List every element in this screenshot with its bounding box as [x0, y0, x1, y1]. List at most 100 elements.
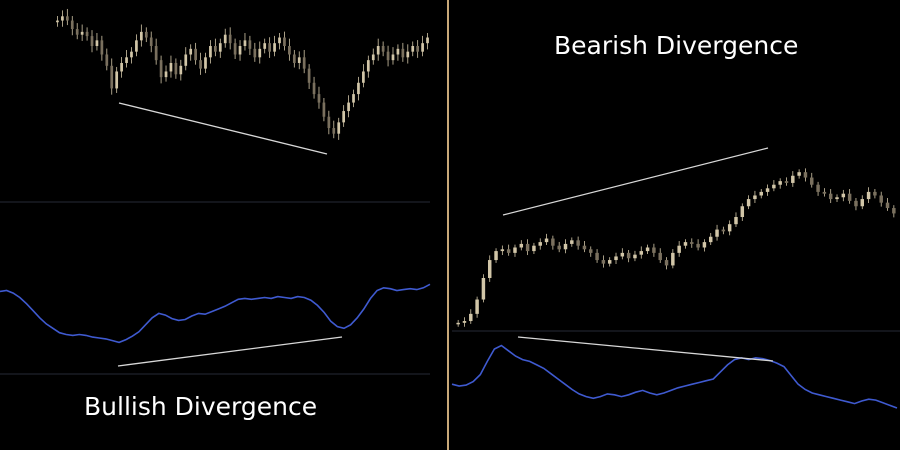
- candle-body: [283, 37, 286, 47]
- candle-body: [263, 43, 267, 49]
- candle-body: [149, 37, 153, 47]
- candle-body: [892, 208, 896, 214]
- candle-body: [352, 94, 355, 103]
- candle-body: [347, 102, 350, 112]
- candle-body: [184, 54, 188, 66]
- candle-body: [233, 43, 237, 55]
- candle-body: [75, 29, 79, 35]
- candle-body: [228, 34, 232, 44]
- candle-body: [525, 243, 530, 252]
- candle-body: [139, 31, 143, 41]
- candle-body: [135, 40, 138, 52]
- candle-body: [90, 36, 94, 47]
- candle-body: [337, 122, 341, 134]
- candle-body: [576, 240, 580, 246]
- candle-body: [620, 252, 625, 257]
- candle-body: [734, 217, 738, 225]
- candle-body: [607, 260, 612, 264]
- candle-body: [816, 184, 820, 192]
- candle-body: [803, 172, 808, 178]
- candle-body: [765, 188, 770, 192]
- candle-body: [557, 245, 561, 250]
- candle-body: [778, 181, 782, 185]
- candle-body: [456, 322, 460, 325]
- candle-body: [810, 177, 814, 185]
- candle-body: [866, 191, 871, 200]
- candle-body: [125, 57, 128, 63]
- candle-body: [513, 247, 517, 253]
- candle-body: [381, 46, 385, 52]
- candle-body: [80, 31, 84, 35]
- candle-body: [362, 71, 365, 83]
- candle-body: [715, 229, 719, 237]
- candle-body: [847, 193, 852, 201]
- candle-body: [357, 82, 360, 95]
- candle-body: [179, 65, 183, 75]
- candle-body: [70, 20, 74, 30]
- candle-body: [317, 94, 321, 103]
- candle-body: [658, 252, 662, 261]
- candle-body: [570, 240, 574, 244]
- candle-body: [835, 197, 839, 200]
- candle-body: [797, 172, 801, 176]
- bearish-oscillator-trendline: [517, 336, 774, 362]
- candle-body: [753, 195, 757, 200]
- candle-body: [248, 40, 252, 49]
- candle-body: [601, 260, 606, 264]
- candle-body: [243, 40, 247, 47]
- candle-body: [278, 37, 281, 44]
- candle-body: [690, 242, 694, 244]
- candle-body: [462, 321, 467, 323]
- candle-body: [500, 249, 505, 252]
- candle-body: [327, 116, 331, 129]
- bearish-price-trendline: [502, 147, 769, 216]
- candle-body: [406, 51, 410, 58]
- candle-body: [671, 252, 675, 266]
- candle-body: [312, 82, 316, 95]
- candle-body: [885, 202, 890, 209]
- candle-body: [822, 191, 827, 194]
- candle-body: [532, 245, 536, 252]
- candle-body: [214, 46, 217, 52]
- candle-body: [589, 249, 593, 253]
- candle-body: [194, 48, 197, 61]
- candle-body: [683, 242, 688, 246]
- candle-body: [366, 60, 370, 72]
- candle-body: [538, 242, 542, 246]
- candle-body: [784, 181, 789, 183]
- candle-body: [258, 48, 262, 58]
- candle-body: [595, 252, 599, 261]
- candle-body: [696, 243, 700, 248]
- candle-body: [860, 199, 865, 207]
- candle-body: [371, 54, 375, 61]
- candle-body: [563, 243, 568, 250]
- candle-body: [288, 46, 291, 55]
- candle-body: [65, 16, 69, 21]
- bullish-panel: Bullish Divergence: [0, 8, 431, 421]
- candle-body: [544, 238, 549, 243]
- candle-body: [791, 175, 795, 183]
- candle-body: [506, 249, 511, 253]
- candle-body: [199, 60, 202, 69]
- candle-body: [174, 62, 178, 75]
- candle-body: [828, 193, 833, 200]
- candle-body: [396, 48, 400, 55]
- candle-body: [411, 46, 415, 52]
- candle-body: [487, 260, 492, 278]
- candle-body: [218, 43, 222, 52]
- candle-body: [100, 40, 104, 55]
- bullish-price-candles: [56, 8, 429, 140]
- candle-body: [626, 252, 631, 259]
- candle-body: [386, 51, 390, 61]
- candle-body: [746, 199, 751, 207]
- candle-body: [614, 256, 618, 261]
- candle-body: [302, 57, 306, 69]
- bearish-oscillator-line: [451, 344, 898, 409]
- candle-body: [401, 48, 405, 58]
- candle-body: [223, 34, 227, 44]
- bearish-panel: Bearish Divergence: [451, 31, 900, 409]
- candle-body: [95, 40, 99, 47]
- candle-body: [297, 57, 301, 63]
